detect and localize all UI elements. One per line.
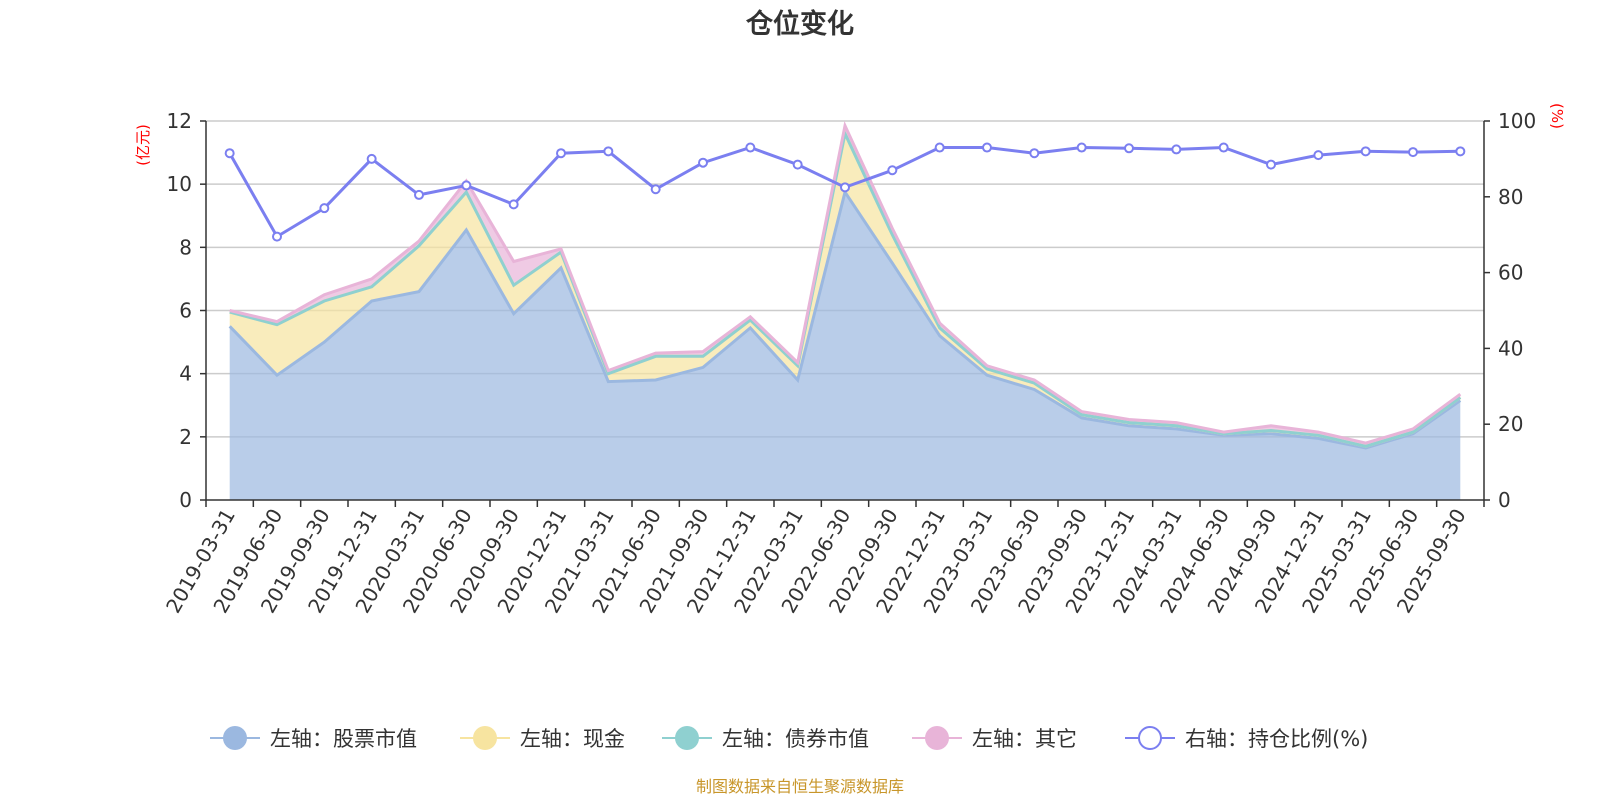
legend-marker [1138, 726, 1162, 750]
legend-item: 右轴：持仓比例(%) [1125, 726, 1368, 751]
ratio-series [224, 142, 1466, 242]
area-line-左轴：其它 [229, 120, 1462, 445]
legend-item: 左轴：股票市值 [210, 726, 417, 751]
ratio-point [1455, 146, 1466, 157]
right-axis-unit: (%) [1548, 103, 1566, 129]
areas [228, 120, 1462, 500]
ratio-point [414, 189, 424, 200]
ratio-point [1266, 159, 1276, 170]
ratio-point [792, 159, 803, 170]
ratio-point [1360, 146, 1371, 157]
area-line-左轴：债券市值 [229, 128, 1462, 448]
chart-title: 仓位变化 [745, 8, 854, 40]
ratio-point [1076, 142, 1087, 153]
ratio-point [1124, 143, 1134, 154]
ratio-point [745, 142, 756, 153]
ratio-point [1313, 150, 1324, 161]
ratio-point [461, 180, 472, 191]
legend-label: 左轴：其它 [972, 727, 1077, 751]
ratio-point [650, 184, 661, 195]
left-axis-tick-label: 10 [167, 172, 192, 196]
left-axis-tick-label: 6 [179, 299, 192, 323]
left-axis-unit: (亿元) [134, 124, 152, 166]
source-note: 制图数据来自恒生聚源数据库 [696, 777, 904, 796]
ratio-point [556, 148, 566, 159]
legend: 左轴：股票市值 左轴：现金 左轴：债券市值 左轴：其它 右轴：持仓比例(%) [210, 726, 1368, 751]
legend-label: 右轴：持仓比例(%) [1185, 727, 1368, 751]
ratio-point [224, 148, 235, 159]
left-axis-tick-label: 12 [167, 109, 192, 133]
legend-marker [473, 726, 497, 750]
ratio-point [508, 199, 519, 210]
right-axis-tick-label: 40 [1498, 336, 1523, 360]
left-axis-tick-label: 8 [179, 235, 192, 259]
ratio-point [934, 142, 945, 153]
ratio-point [698, 157, 708, 168]
ratio-point [1171, 144, 1182, 155]
legend-item: 左轴：现金 [460, 726, 625, 751]
ratio-point [1029, 148, 1040, 159]
legend-marker [675, 726, 699, 750]
legend-marker [223, 726, 247, 750]
right-axis-tick-label: 60 [1498, 261, 1523, 285]
right-axis-tick-label: 20 [1498, 412, 1523, 436]
ratio-point [1408, 147, 1418, 158]
ratio-point [1218, 142, 1229, 153]
legend-label: 左轴：债券市值 [722, 727, 869, 751]
right-axis-tick-label: 0 [1498, 488, 1511, 512]
legend-item: 左轴：其它 [912, 726, 1077, 751]
ratio-point [366, 153, 377, 164]
ratio-point [982, 142, 992, 153]
ratio-point [840, 182, 850, 193]
legend-item: 左轴：债券市值 [662, 726, 869, 751]
legend-marker [925, 726, 949, 750]
ratio-point [887, 165, 898, 176]
ratio-point [603, 146, 614, 157]
right-axis-tick-label: 100 [1498, 109, 1536, 133]
left-axis-tick-label: 0 [179, 488, 192, 512]
legend-label: 左轴：股票市值 [270, 727, 417, 751]
right-axis-tick-label: 80 [1498, 185, 1523, 209]
left-axis-tick-label: 4 [179, 362, 192, 386]
legend-label: 左轴：现金 [520, 727, 625, 751]
left-axis-tick-label: 2 [179, 425, 192, 449]
area-左轴：股票市值 [229, 192, 1461, 500]
ratio-point [272, 231, 282, 242]
ratio-point [319, 203, 330, 214]
